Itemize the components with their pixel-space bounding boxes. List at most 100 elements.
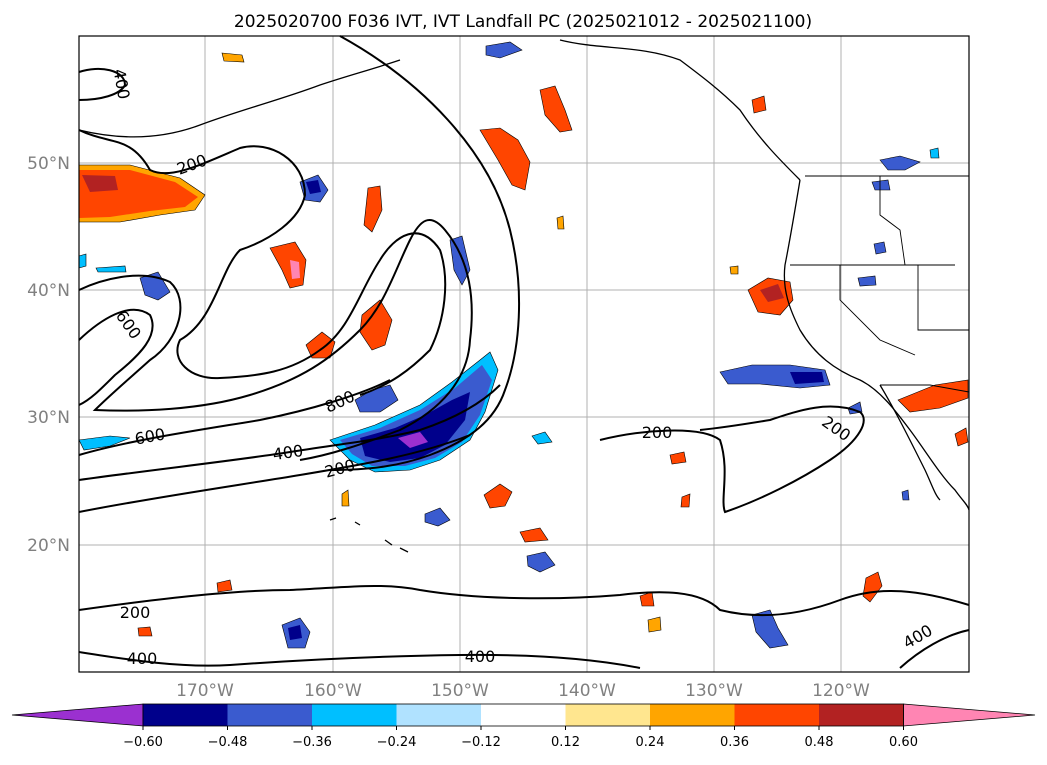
contour-400-south-east [899,629,970,669]
lon-label-120w: 120°W [812,681,870,701]
state-border-id [879,176,906,266]
warm-blob-22n-160w [341,489,350,507]
contour-label-400-south-west: 400 [127,649,158,668]
cool-blob-28n-150w-purple [398,432,428,448]
cool-blob-33n-128w-dark [790,372,824,384]
contour-200-south [78,584,970,617]
cool-blob-42n-179w [78,253,87,269]
state-border-ut [917,265,969,331]
warm-blob-23n-148w [483,483,513,509]
colorbar-tick-label: 0.36 [720,735,749,750]
contour-400-lower [78,384,501,481]
map-frame [78,35,970,673]
contour-200-north [78,129,447,396]
cool-blob-48n-161w-dark [306,180,321,194]
warm-blob-11n-172w [137,626,153,637]
colorbar-segment [143,704,228,726]
lon-label-170w: 170°W [176,681,234,701]
lon-label-150w: 150°W [431,681,489,701]
contour-600-lower [78,379,391,456]
colorbar-segment [734,704,819,726]
cool-blob-28n-144w [531,431,553,445]
contour-large-arc [329,35,521,471]
colorbar-tick-label: −0.24 [377,735,417,750]
colorbar-tick-label: 0.60 [889,735,918,750]
cool-blob-39n-118w [857,275,877,287]
warm-blob-49n-126w [751,95,767,114]
cool-blob-47n-132w [929,147,940,159]
state-border-nv-ca [839,265,916,356]
political-borders [790,175,970,393]
lat-label-40n: 40°N [27,281,70,301]
colorbar-segment [819,704,904,726]
cool-blob-28n-178w [78,435,131,451]
warm-blob-24n-134w [669,451,687,465]
cool-blob-20n-146w [526,551,556,573]
cool-blob-57n-148w [485,41,523,59]
warm-blob-57n-168w [221,52,245,63]
warm-blob-23n-132w [680,493,691,508]
coastlines [78,39,970,553]
cool-blob-43n-119w [873,241,887,255]
alaska-coast [559,39,801,181]
colorbar-tick-label: −0.36 [292,735,332,750]
warm-blob-54n-140w [539,85,573,133]
lat-label-20n: 20°N [27,536,70,556]
colorbar-tick-label: −0.12 [461,735,501,750]
cool-blob-21n-153w [424,507,451,527]
cool-blob-12n-160w-dark [288,625,302,640]
warm-blob-46n-159w [363,185,383,233]
contour-200-east [599,405,865,514]
colorbar-extend-high [903,703,1036,727]
warm-blob-15n-170w [216,579,233,593]
contour-label-400-lower: 400 [271,441,304,464]
hawaii-islands [329,517,409,553]
colorbar-segment [565,704,650,726]
colorbar-tick-label: 0.48 [805,735,834,750]
colorbar-extend-low [11,703,144,727]
lon-label-160w: 160°W [304,681,362,701]
na-west-coast [783,179,970,511]
contour-400-loop [78,218,473,461]
cool-blob-43n-149w [449,235,471,286]
contour-400-south [78,651,641,669]
positive-anomaly-areas [78,52,969,637]
contour-label-400-south: 400 [465,647,496,666]
colorbar-tick-labels: −0.60 −0.48 −0.36 −0.24 −0.12 0.12 0.24 0.36 0.4… [123,726,918,750]
warm-blob-12n-137w [647,616,662,633]
lat-label-30n: 30°N [27,408,70,428]
warm-blob-20n-143w [519,527,549,543]
latitude-labels: 50°N 40°N 30°N 20°N [27,154,70,556]
colorbar-frame [142,703,904,727]
warm-blob-41n-126w [729,265,739,275]
cool-blob-48n-119w [871,179,891,191]
warm-blob-dateline-50n-dark [82,175,118,192]
ivt-contours [78,35,970,669]
contour-label-200-south: 200 [120,603,151,622]
contour-600-west [78,308,154,406]
warm-blob-32n-115w [897,379,969,413]
colorbar-tick-label: −0.60 [123,735,163,750]
lon-label-140w: 140°W [558,681,616,701]
longitude-labels: 170°W 160°W 150°W 140°W 130°W 120°W [176,681,870,701]
colorbar-tick-label: 0.12 [551,735,580,750]
map-background [79,36,969,672]
lat-label-50n: 50°N [27,154,70,174]
colorbar-segment [227,704,312,726]
map-panel: 400 200 600 800 600 400 200 200 200 200 … [78,35,970,673]
warm-blob-42n-165w-pink [290,260,300,279]
aleutian-chain [78,59,401,138]
warm-blob-52n-145w [479,127,531,191]
warm-blob-29n-108w [954,427,969,447]
colorbar-segment [650,704,735,726]
contour-400-nw [78,67,127,101]
baja-peninsula [879,384,941,501]
cool-blob-41n-175w [95,265,127,273]
colorbar-segment [481,704,566,726]
cool-blob-12n-127w [751,609,789,649]
lon-label-130w: 130°W [685,681,743,701]
colorbar-segment [312,704,397,726]
colorbar-segments [11,703,1036,727]
warm-blob-40n-125w-dark [760,284,784,302]
